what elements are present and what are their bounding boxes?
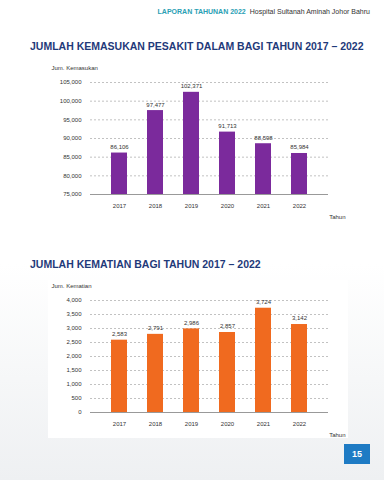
svg-text:80,000: 80,000	[63, 173, 82, 179]
svg-text:105,000: 105,000	[60, 79, 82, 85]
svg-text:3,500: 3,500	[66, 311, 82, 317]
svg-text:2,986: 2,986	[184, 320, 200, 326]
svg-text:95,000: 95,000	[63, 117, 82, 123]
svg-text:Jum. Kemasukan: Jum. Kemasukan	[52, 65, 98, 71]
svg-text:86,106: 86,106	[110, 144, 129, 150]
svg-text:85,984: 85,984	[290, 144, 309, 150]
svg-text:2,583: 2,583	[112, 331, 128, 337]
svg-text:Jum. Kematian: Jum. Kematian	[52, 283, 92, 289]
svg-text:2,791: 2,791	[148, 325, 164, 331]
svg-text:3,000: 3,000	[66, 325, 82, 331]
svg-text:2022: 2022	[293, 421, 307, 427]
svg-text:2018: 2018	[149, 421, 163, 427]
svg-text:500: 500	[71, 395, 82, 401]
svg-text:2018: 2018	[149, 203, 163, 209]
svg-text:2,500: 2,500	[66, 339, 82, 345]
svg-text:2,857: 2,857	[220, 323, 236, 329]
svg-text:2019: 2019	[185, 421, 199, 427]
svg-text:4,000: 4,000	[66, 297, 82, 303]
svg-text:97,477: 97,477	[146, 102, 165, 108]
html-text:LAPORAN TAHUNAN 2022: LAPORAN TAHUNAN 2022	[157, 8, 246, 15]
svg-text:2017: 2017	[113, 421, 127, 427]
html-text:15: 15	[352, 449, 362, 459]
svg-text:102,371: 102,371	[181, 83, 203, 89]
html-text:Hospital Sultanah Aminah Johor: Hospital Sultanah Aminah Johor Bahru	[249, 8, 370, 15]
svg-text:2020: 2020	[221, 203, 235, 209]
svg-text:1,000: 1,000	[66, 381, 82, 387]
svg-text:2020: 2020	[221, 421, 235, 427]
html-text:JUMLAH KEMATIAN BAGI TAHUN 201: JUMLAH KEMATIAN BAGI TAHUN 2017 – 2022	[30, 258, 261, 270]
svg-text:Tahun: Tahun	[329, 214, 345, 220]
svg-text:0: 0	[78, 409, 82, 415]
svg-text:90,000: 90,000	[63, 135, 82, 141]
svg-text:100,000: 100,000	[60, 98, 82, 104]
svg-text:2021: 2021	[257, 421, 271, 427]
svg-text:91,713: 91,713	[218, 123, 237, 129]
svg-text:3,724: 3,724	[256, 299, 272, 305]
svg-text:3,142: 3,142	[292, 315, 308, 321]
svg-text:2017: 2017	[113, 203, 127, 209]
svg-text:1,500: 1,500	[66, 367, 82, 373]
svg-text:75,000: 75,000	[63, 191, 82, 197]
html-text:JUMLAH KEMASUKAN PESAKIT DALAM: JUMLAH KEMASUKAN PESAKIT DALAM BAGI TAHU…	[30, 40, 364, 52]
svg-text:2019: 2019	[185, 203, 199, 209]
svg-text:2022: 2022	[293, 203, 307, 209]
svg-text:Tahun: Tahun	[329, 432, 345, 438]
svg-text:2021: 2021	[257, 203, 271, 209]
svg-text:88,598: 88,598	[254, 135, 273, 141]
svg-text:85,000: 85,000	[63, 154, 82, 160]
svg-text:2,000: 2,000	[66, 353, 82, 359]
